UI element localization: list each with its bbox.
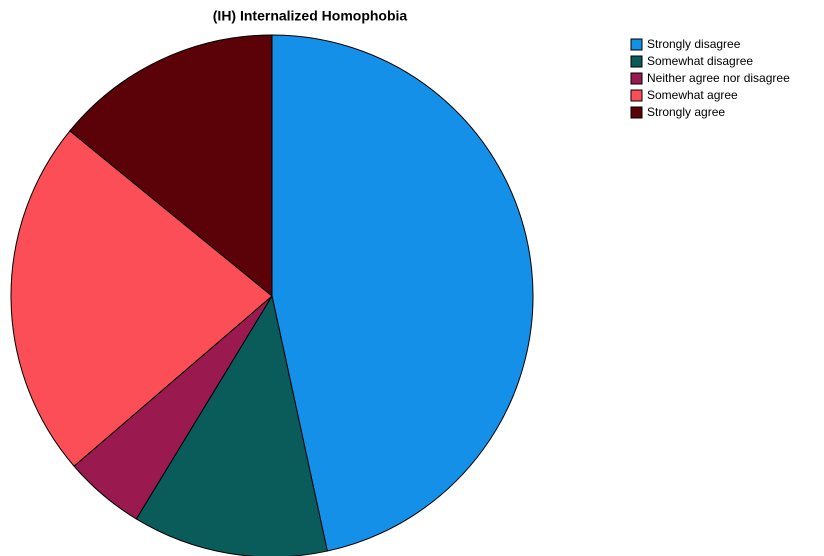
chart-title: (IH) Internalized Homophobia	[213, 8, 408, 24]
legend-swatch	[630, 89, 643, 102]
legend-label: Neither agree nor disagree	[647, 71, 790, 85]
legend-label: Somewhat disagree	[647, 54, 753, 68]
legend-swatch	[630, 106, 643, 119]
legend-label: Strongly agree	[647, 105, 725, 119]
pie-slice	[69, 34, 273, 298]
legend-swatch	[630, 55, 643, 68]
pie-slice	[271, 34, 534, 552]
legend-label: Strongly disagree	[647, 37, 741, 51]
legend-swatch	[630, 38, 643, 51]
pie-slice	[10, 130, 273, 467]
legend-swatch	[630, 72, 643, 85]
pie-slice	[135, 294, 328, 556]
legend-label: Somewhat agree	[647, 88, 738, 102]
